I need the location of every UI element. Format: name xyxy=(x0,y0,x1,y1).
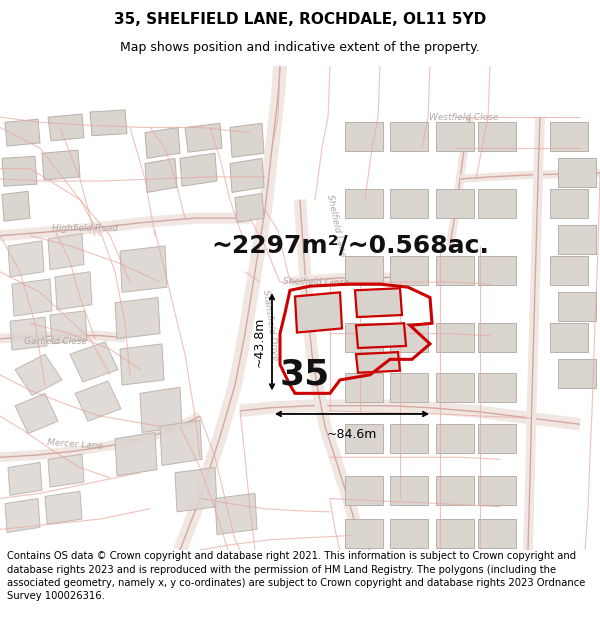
Polygon shape xyxy=(295,292,342,332)
Polygon shape xyxy=(230,158,264,192)
Polygon shape xyxy=(8,241,44,277)
Text: ~2297m²/~0.568ac.: ~2297m²/~0.568ac. xyxy=(211,234,489,258)
Polygon shape xyxy=(120,344,164,385)
Polygon shape xyxy=(558,292,596,321)
Polygon shape xyxy=(356,352,400,372)
Polygon shape xyxy=(160,420,202,466)
Polygon shape xyxy=(75,381,121,421)
Polygon shape xyxy=(345,189,383,218)
Text: Garfield Close: Garfield Close xyxy=(23,338,86,346)
Polygon shape xyxy=(558,359,596,388)
Text: Mercer Lane: Mercer Lane xyxy=(47,439,103,451)
Polygon shape xyxy=(478,256,516,285)
Polygon shape xyxy=(5,119,40,146)
Polygon shape xyxy=(2,156,37,186)
Polygon shape xyxy=(390,122,428,151)
Polygon shape xyxy=(550,189,588,218)
Polygon shape xyxy=(48,234,84,269)
Polygon shape xyxy=(550,323,588,352)
Polygon shape xyxy=(345,519,383,548)
Polygon shape xyxy=(140,387,182,432)
Polygon shape xyxy=(55,272,92,310)
Polygon shape xyxy=(230,123,264,158)
Polygon shape xyxy=(390,372,428,402)
Polygon shape xyxy=(2,191,30,221)
Polygon shape xyxy=(436,476,474,504)
Polygon shape xyxy=(478,122,516,151)
Text: Shelfield Close: Shelfield Close xyxy=(283,277,349,287)
Polygon shape xyxy=(115,298,160,339)
Polygon shape xyxy=(215,493,257,534)
Text: 35: 35 xyxy=(280,357,330,392)
Text: Stansfield Drive: Stansfield Drive xyxy=(260,289,280,361)
Polygon shape xyxy=(356,323,406,348)
Polygon shape xyxy=(185,123,222,152)
Text: Highfield Road: Highfield Road xyxy=(52,224,118,233)
Polygon shape xyxy=(5,499,40,532)
Polygon shape xyxy=(478,323,516,352)
Polygon shape xyxy=(436,256,474,285)
Polygon shape xyxy=(10,317,47,350)
Polygon shape xyxy=(345,476,383,504)
Polygon shape xyxy=(15,393,58,434)
Polygon shape xyxy=(390,424,428,453)
Polygon shape xyxy=(8,462,42,496)
Polygon shape xyxy=(436,424,474,453)
Polygon shape xyxy=(45,491,82,524)
Polygon shape xyxy=(558,226,596,254)
Polygon shape xyxy=(48,454,84,487)
Polygon shape xyxy=(436,189,474,218)
Polygon shape xyxy=(478,519,516,548)
Polygon shape xyxy=(390,189,428,218)
Text: Westfield Close: Westfield Close xyxy=(430,112,499,122)
Polygon shape xyxy=(478,189,516,218)
Polygon shape xyxy=(345,122,383,151)
Polygon shape xyxy=(48,114,84,141)
Polygon shape xyxy=(390,476,428,504)
Polygon shape xyxy=(436,323,474,352)
Text: Map shows position and indicative extent of the property.: Map shows position and indicative extent… xyxy=(120,41,480,54)
Polygon shape xyxy=(550,256,588,285)
Polygon shape xyxy=(345,256,383,285)
Polygon shape xyxy=(550,122,588,151)
Polygon shape xyxy=(355,288,402,317)
Polygon shape xyxy=(478,476,516,504)
Polygon shape xyxy=(558,158,596,188)
Polygon shape xyxy=(436,122,474,151)
Polygon shape xyxy=(180,153,217,186)
Polygon shape xyxy=(120,246,167,292)
Text: Contains OS data © Crown copyright and database right 2021. This information is : Contains OS data © Crown copyright and d… xyxy=(7,551,586,601)
Polygon shape xyxy=(235,193,264,222)
Polygon shape xyxy=(478,424,516,453)
Polygon shape xyxy=(345,424,383,453)
Polygon shape xyxy=(345,372,383,402)
Polygon shape xyxy=(345,323,383,352)
Polygon shape xyxy=(436,372,474,402)
Text: ~43.8m: ~43.8m xyxy=(253,317,266,367)
Polygon shape xyxy=(390,323,428,352)
Polygon shape xyxy=(50,311,87,344)
Polygon shape xyxy=(115,432,157,476)
Text: Shelfield Lane: Shelfield Lane xyxy=(325,193,347,258)
Polygon shape xyxy=(390,256,428,285)
Polygon shape xyxy=(12,279,52,316)
Text: ~84.6m: ~84.6m xyxy=(327,428,377,441)
Polygon shape xyxy=(70,342,118,382)
Polygon shape xyxy=(145,127,180,158)
Polygon shape xyxy=(15,354,62,396)
Polygon shape xyxy=(90,110,127,136)
Polygon shape xyxy=(145,158,177,192)
Polygon shape xyxy=(390,519,428,548)
Polygon shape xyxy=(436,519,474,548)
Polygon shape xyxy=(42,150,80,180)
Polygon shape xyxy=(478,372,516,402)
Polygon shape xyxy=(175,468,217,512)
Text: 35, SHELFIELD LANE, ROCHDALE, OL11 5YD: 35, SHELFIELD LANE, ROCHDALE, OL11 5YD xyxy=(114,12,486,27)
